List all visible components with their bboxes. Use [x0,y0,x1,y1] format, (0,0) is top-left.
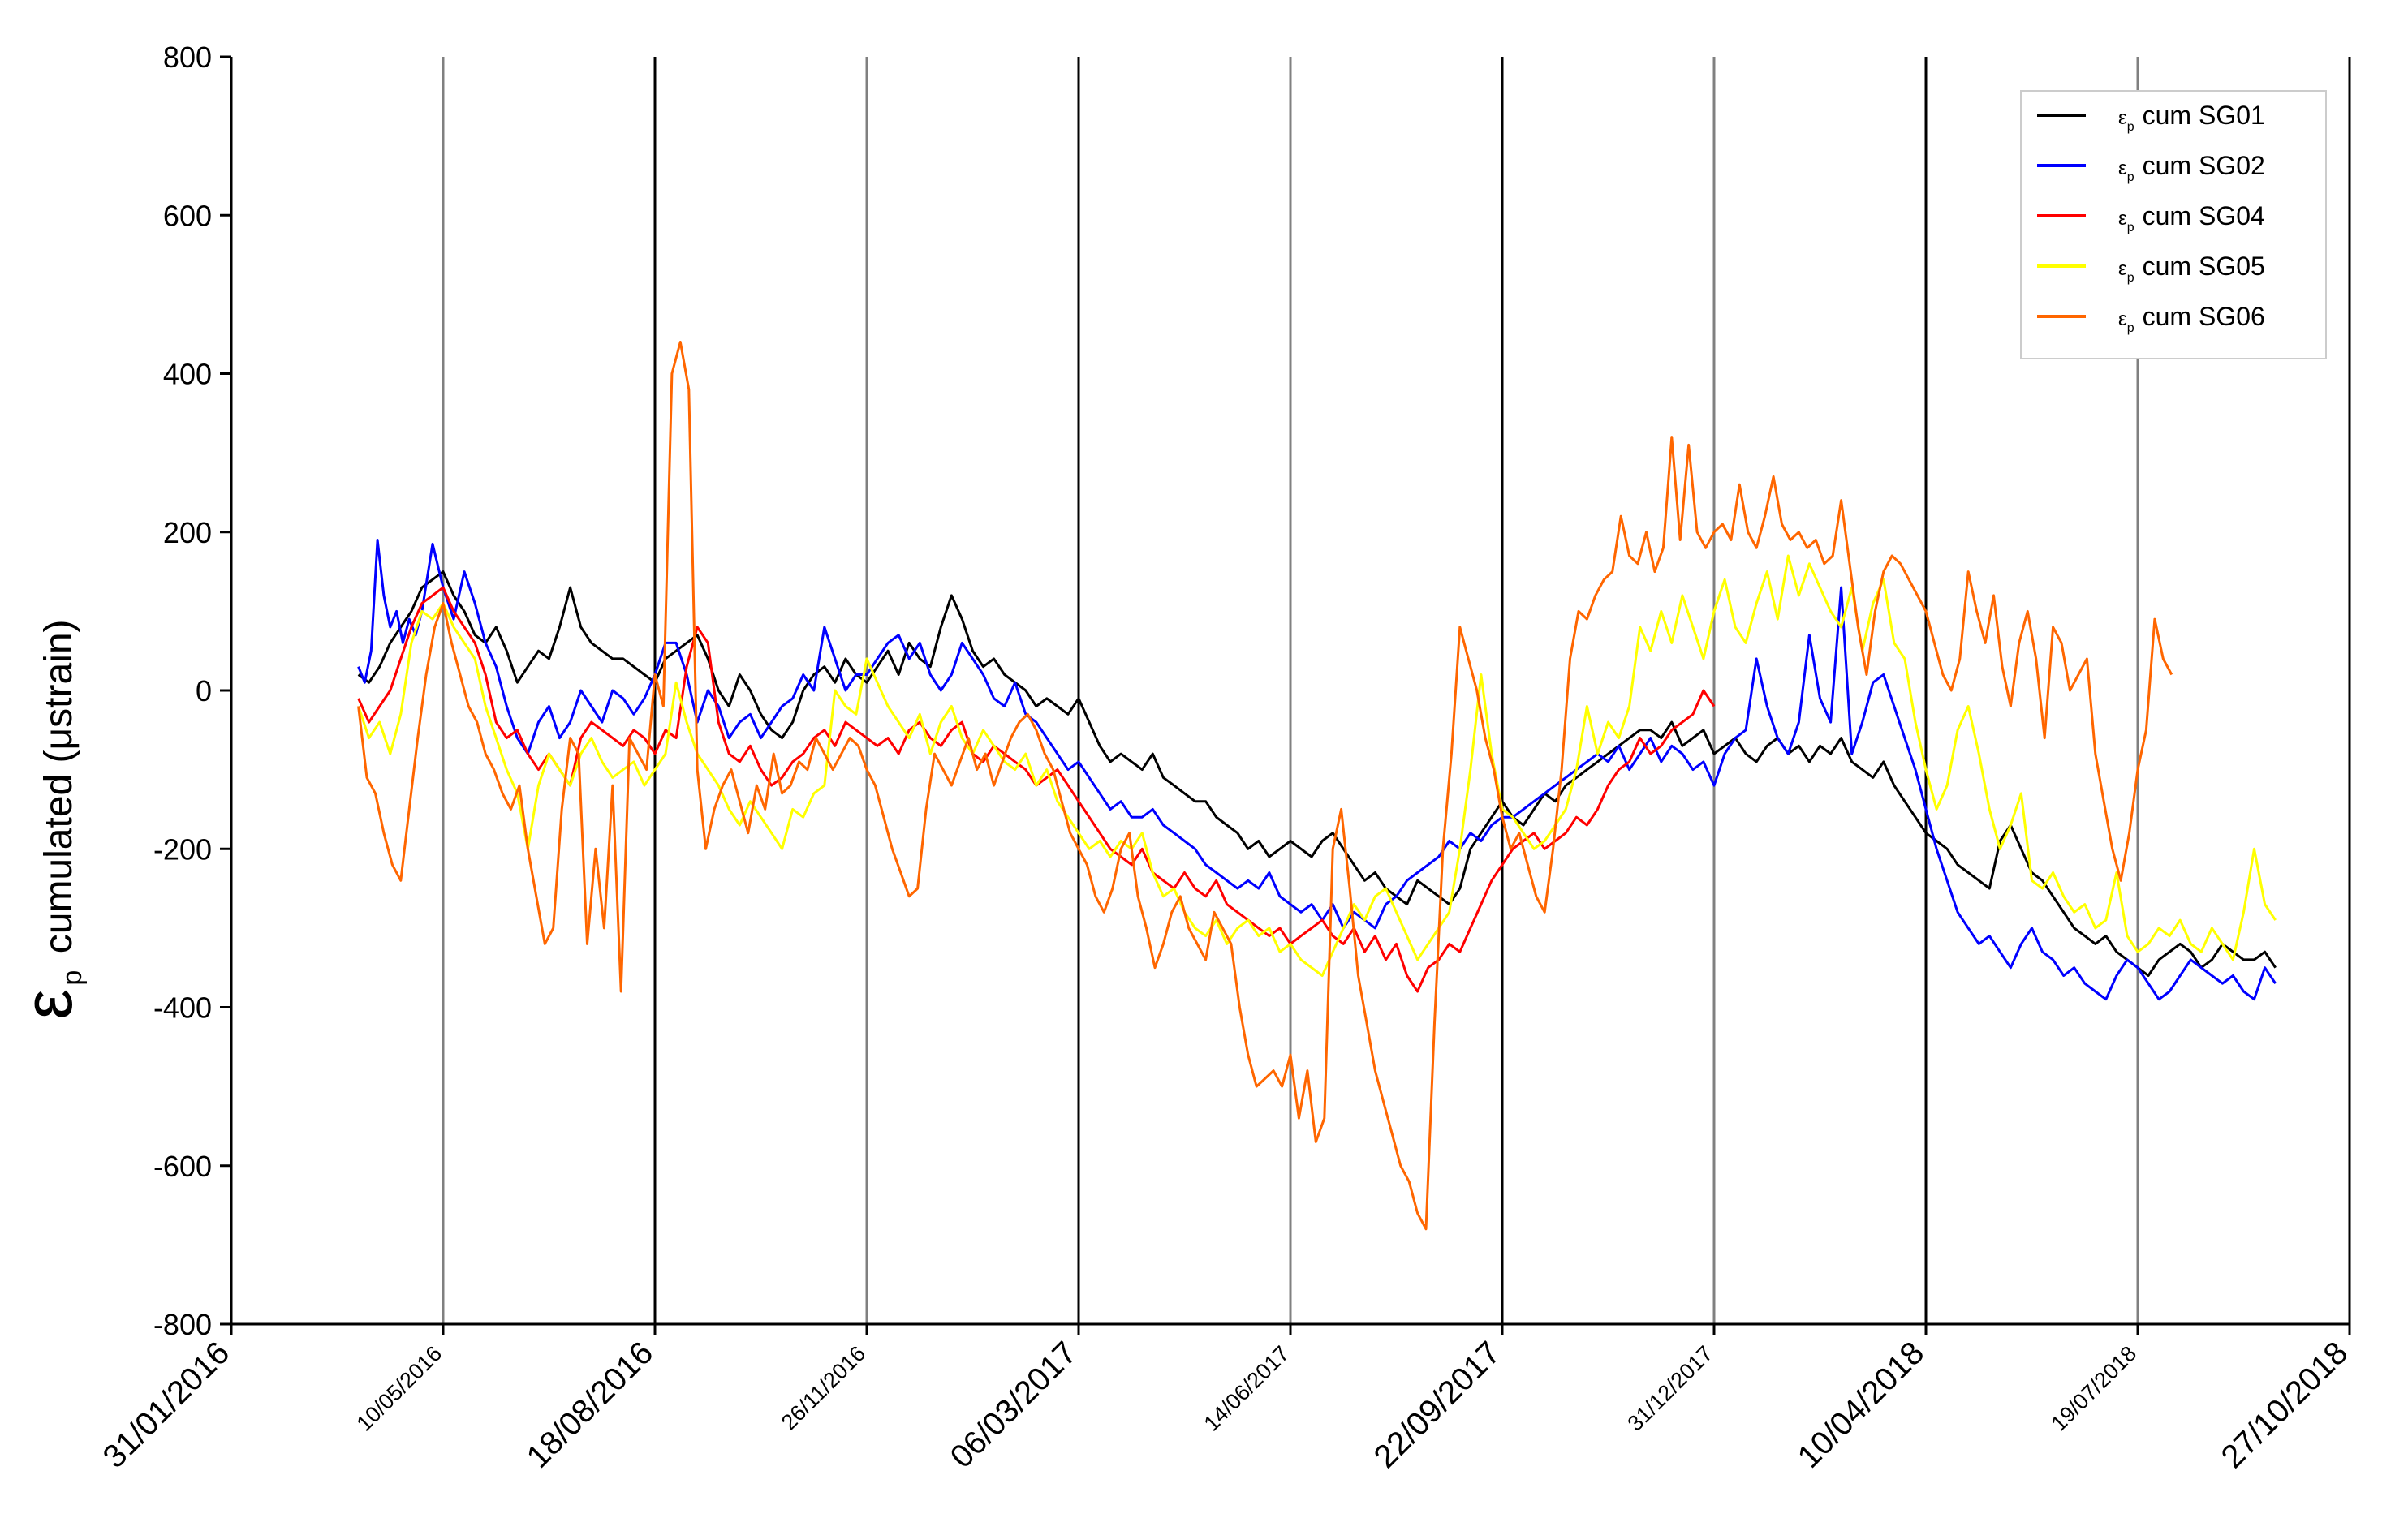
legend-label: cum SG04 [2143,201,2265,230]
y-tick-label-400: 400 [163,358,212,391]
legend-subscript: p [2127,120,2134,134]
legend-entry-2: εp cum SG04 [2118,201,2265,234]
legend-subscript: p [2127,321,2134,335]
y-tick-label-800: 800 [163,41,212,74]
legend-symbol: ε [2118,157,2127,179]
y-tick-label-0: 0 [196,674,212,707]
y-tick-label--600: -600 [153,1150,212,1183]
y-tick-label-200: 200 [163,516,212,549]
legend-symbol: ε [2118,258,2127,280]
legend-label: cum SG02 [2143,151,2265,180]
legend-symbol: ε [2118,208,2127,230]
y-axis-symbol: ε [10,989,86,1019]
legend-entry-0: εp cum SG01 [2118,101,2265,134]
legend-symbol: ε [2118,107,2127,129]
series-line-cum-sg06 [357,341,2173,1231]
series-line-cum-sg02 [357,539,2277,1001]
series-lines [357,341,2277,1231]
y-axis-subscript: p [57,970,88,986]
legend-subscript: p [2127,271,2134,285]
legend-subscript: p [2127,170,2134,184]
series-line-cum-sg05 [357,554,2277,977]
svg-text:ε p cumulated (μst: ε p cumulated (μstrain) [10,619,88,1019]
y-tick-label--800: -800 [153,1308,212,1341]
legend-symbol: ε [2118,308,2127,330]
legend-box [2020,90,2327,359]
y-tick-label--400: -400 [153,991,212,1025]
legend-label: cum SG06 [2143,302,2265,331]
legend-entry-1: εp cum SG02 [2118,151,2265,184]
legend-entry-3: εp cum SG05 [2118,252,2265,285]
y-axis-label: ε p cumulated (μstrain) [10,619,88,1019]
y-tick-label--200: -200 [153,832,212,866]
legend-label: cum SG01 [2143,101,2265,130]
y-axis-text: cumulated (μstrain) [37,619,80,953]
legend-subscript: p [2127,221,2134,234]
legend-label: cum SG05 [2143,252,2265,281]
legend-entry-4: εp cum SG06 [2118,302,2265,335]
y-tick-label-600: 600 [163,199,212,232]
